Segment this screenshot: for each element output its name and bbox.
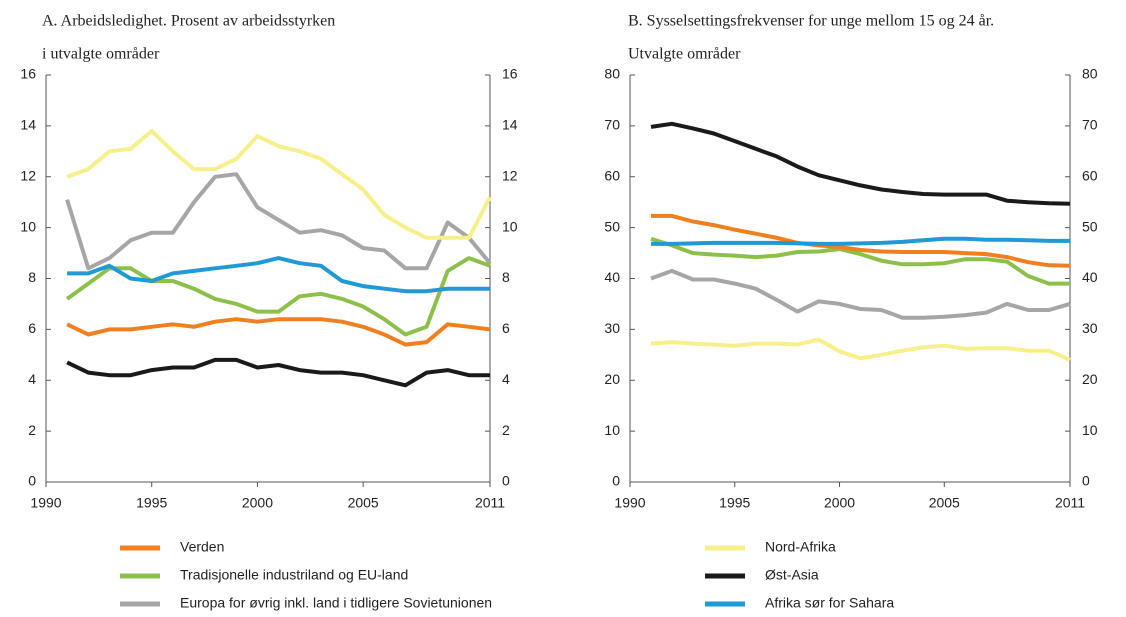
y2-tick-label: 14 — [502, 117, 518, 133]
series-line — [651, 236, 1070, 246]
x-tick-label: 2005 — [348, 495, 379, 511]
series-line — [66, 317, 491, 347]
x-tick-label: 2011 — [1055, 495, 1085, 511]
y2-tick-label: 6 — [502, 320, 510, 336]
chart-title: i utvalgte områder — [42, 46, 160, 63]
y2-tick-label: 0 — [1082, 473, 1090, 489]
y2-tick-label: 8 — [502, 269, 510, 285]
series-line — [65, 256, 491, 337]
legend-label: Øst-Asia — [765, 567, 819, 583]
y2-tick-label: 40 — [1082, 269, 1098, 285]
y-tick-label: 4 — [28, 371, 36, 387]
y-tick-label: 6 — [28, 320, 36, 336]
y-tick-label: 14 — [20, 117, 36, 133]
y-tick-label: 8 — [28, 269, 36, 285]
series-line — [66, 357, 490, 388]
y2-tick-label: 80 — [1082, 66, 1098, 82]
y-tick-label: 20 — [604, 371, 620, 387]
y-tick-label: 60 — [604, 167, 620, 183]
y2-tick-label: 2 — [502, 422, 510, 438]
chart-title: B. Sysselsettingsfrekvenser for unge mel… — [628, 13, 994, 30]
y-tick-label: 70 — [604, 117, 620, 133]
y2-tick-label: 20 — [1082, 371, 1098, 387]
x-tick-label: 2005 — [929, 495, 960, 511]
y2-tick-label: 10 — [502, 218, 518, 234]
y-tick-label: 2 — [28, 422, 36, 438]
legend-label: Verden — [180, 539, 224, 555]
y-tick-label: 0 — [28, 473, 36, 489]
x-tick-label: 1990 — [614, 495, 645, 511]
series-line — [67, 256, 490, 294]
y2-tick-label: 50 — [1082, 218, 1098, 234]
y2-tick-label: 70 — [1082, 117, 1098, 133]
y-tick-label: 50 — [604, 218, 620, 234]
series-line — [650, 121, 1071, 206]
legend-label: Tradisjonelle industriland og EU-land — [180, 567, 408, 583]
series-line — [650, 236, 1070, 286]
y-tick-label: 10 — [604, 422, 620, 438]
series-line — [650, 337, 1071, 362]
y-tick-label: 10 — [20, 218, 36, 234]
y2-tick-label: 4 — [502, 371, 510, 387]
legend-label: Afrika sør for Sahara — [765, 595, 894, 611]
y2-tick-label: 10 — [1082, 422, 1098, 438]
x-tick-label: 2000 — [824, 495, 855, 511]
chart-title: A. Arbeidsledighet. Prosent av arbeidsst… — [42, 13, 335, 30]
series-line — [66, 129, 492, 240]
x-tick-label: 1990 — [30, 495, 61, 511]
y2-tick-label: 60 — [1082, 167, 1098, 183]
x-tick-label: 1995 — [136, 495, 167, 511]
legend-label: Europa for øvrig inkl. land i tidligere … — [180, 595, 492, 611]
series-line — [650, 268, 1071, 320]
series-line — [651, 213, 1071, 268]
y2-tick-label: 12 — [502, 167, 518, 183]
y2-tick-label: 30 — [1082, 320, 1098, 336]
series-line — [65, 172, 492, 271]
y-tick-label: 0 — [612, 473, 620, 489]
y-tick-label: 12 — [20, 167, 36, 183]
y-tick-label: 16 — [20, 66, 36, 82]
y-tick-label: 40 — [604, 269, 620, 285]
x-tick-label: 2011 — [475, 495, 505, 511]
y-tick-label: 80 — [604, 66, 620, 82]
y2-tick-label: 0 — [502, 473, 510, 489]
legend-label: Nord-Afrika — [765, 539, 836, 555]
y-tick-label: 30 — [604, 320, 620, 336]
x-tick-label: 1995 — [719, 495, 750, 511]
x-tick-label: 2000 — [242, 495, 273, 511]
y2-tick-label: 16 — [502, 66, 518, 82]
chart-title: Utvalgte områder — [628, 46, 741, 63]
